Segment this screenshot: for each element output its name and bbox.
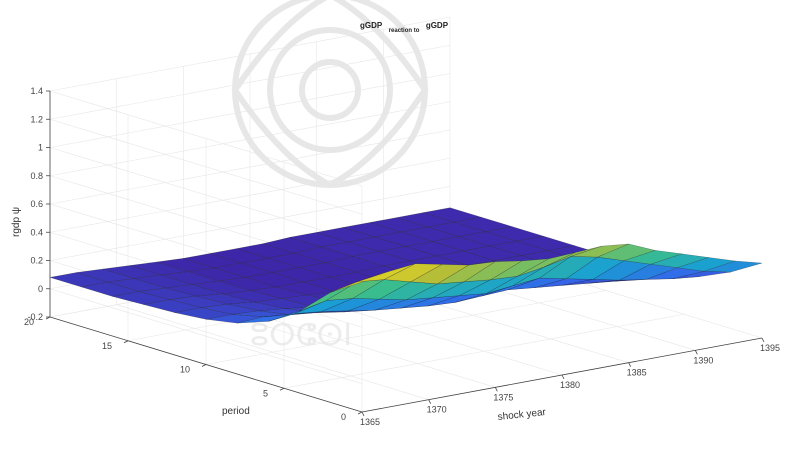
x-tick-mark bbox=[561, 374, 565, 380]
z-tick-label: 0.8 bbox=[30, 171, 43, 181]
chart-title: gGDP reaction to gGDP bbox=[360, 15, 449, 36]
grid-line-y-floor bbox=[205, 290, 607, 365]
surface-patch bbox=[704, 260, 763, 273]
x-tick-mark bbox=[361, 411, 365, 417]
chart-gridlines bbox=[49, 16, 763, 413]
y-tick-label: 15 bbox=[102, 341, 112, 351]
x-tick-mark bbox=[628, 362, 632, 367]
chart-title-subscript: reaction to bbox=[389, 28, 420, 34]
z-tick-label: 0 bbox=[38, 284, 43, 294]
x-tick-label: 1365 bbox=[360, 417, 380, 427]
z-tick-label: 1 bbox=[38, 143, 43, 153]
z-tick-label: 0.2 bbox=[30, 256, 43, 266]
surface-plot bbox=[49, 207, 763, 324]
y-tick-mark bbox=[123, 340, 129, 344]
watermark-logo: ⵓⵔⵛⵙⵏ bbox=[231, 0, 429, 353]
x-tick-label: 1395 bbox=[760, 343, 780, 353]
x-tick-label: 1375 bbox=[493, 392, 513, 402]
z-tick-label: 1.2 bbox=[30, 114, 43, 124]
x-tick-label: 1380 bbox=[560, 380, 580, 390]
x-tick-mark bbox=[494, 387, 498, 392]
y-tick-label: 10 bbox=[180, 365, 190, 375]
x-tick-label: 1390 bbox=[693, 355, 713, 365]
y-tick-mark bbox=[357, 411, 363, 415]
chart-title-suffix: gGDP bbox=[426, 21, 449, 30]
y-tick-label: 20 bbox=[24, 317, 34, 327]
x-tick-mark bbox=[761, 337, 765, 343]
y-tick-label: 5 bbox=[263, 388, 268, 398]
z-tick-label: 0.6 bbox=[30, 199, 43, 209]
z-tick-label: 0.4 bbox=[30, 227, 43, 237]
x-tick-mark bbox=[428, 399, 432, 404]
x-tick-mark bbox=[694, 350, 698, 355]
y-tick-label: 0 bbox=[341, 412, 346, 422]
y-tick-mark bbox=[201, 364, 207, 367]
x-tick-label: 1385 bbox=[627, 368, 647, 378]
z-tick-label: -0.2 bbox=[27, 312, 43, 322]
y-axis-label: period bbox=[222, 406, 250, 417]
x-tick-label: 1370 bbox=[427, 405, 447, 415]
z-tick-label: 1.4 bbox=[30, 86, 43, 96]
y-tick-mark bbox=[279, 387, 285, 391]
chart-axes: 136513701375138013851390139505101520-0.2… bbox=[24, 86, 780, 427]
chart-title-prefix: gGDP bbox=[360, 21, 383, 30]
x-axis-label: shock year bbox=[497, 407, 547, 423]
z-axis-label: rgdp ψ bbox=[11, 207, 22, 237]
grid-line-y-floor bbox=[283, 313, 685, 389]
